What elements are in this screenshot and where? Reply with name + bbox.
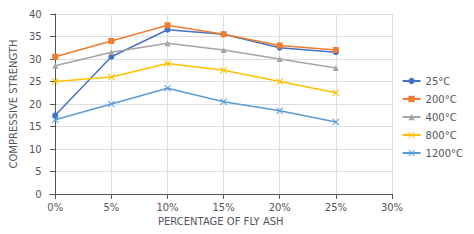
svg-text:25%: 25%: [325, 202, 347, 213]
svg-text:35: 35: [29, 31, 42, 42]
svg-text:0%: 0%: [47, 202, 63, 213]
svg-text:5: 5: [35, 166, 41, 177]
svg-text:1200°C: 1200°C: [426, 148, 463, 159]
svg-text:20%: 20%: [269, 202, 291, 213]
svg-text:30%: 30%: [381, 202, 403, 213]
svg-text:10: 10: [29, 144, 42, 155]
svg-text:25°C: 25°C: [426, 76, 451, 87]
svg-text:30: 30: [29, 54, 42, 65]
svg-text:15%: 15%: [213, 202, 235, 213]
svg-text:200°C: 200°C: [426, 94, 457, 105]
svg-text:800°C: 800°C: [426, 130, 457, 141]
svg-text:40: 40: [29, 9, 42, 20]
svg-text:0: 0: [35, 189, 41, 200]
svg-text:20: 20: [29, 99, 42, 110]
svg-text:25: 25: [29, 76, 42, 87]
svg-text:COMPRESSIVE STRENGTH: COMPRESSIVE STRENGTH: [8, 40, 19, 169]
svg-text:PERCENTAGE OF FLY ASH: PERCENTAGE OF FLY ASH: [158, 216, 284, 227]
svg-text:5%: 5%: [103, 202, 119, 213]
svg-text:400°C: 400°C: [426, 112, 457, 123]
svg-text:15: 15: [29, 121, 42, 132]
svg-text:10%: 10%: [156, 202, 178, 213]
